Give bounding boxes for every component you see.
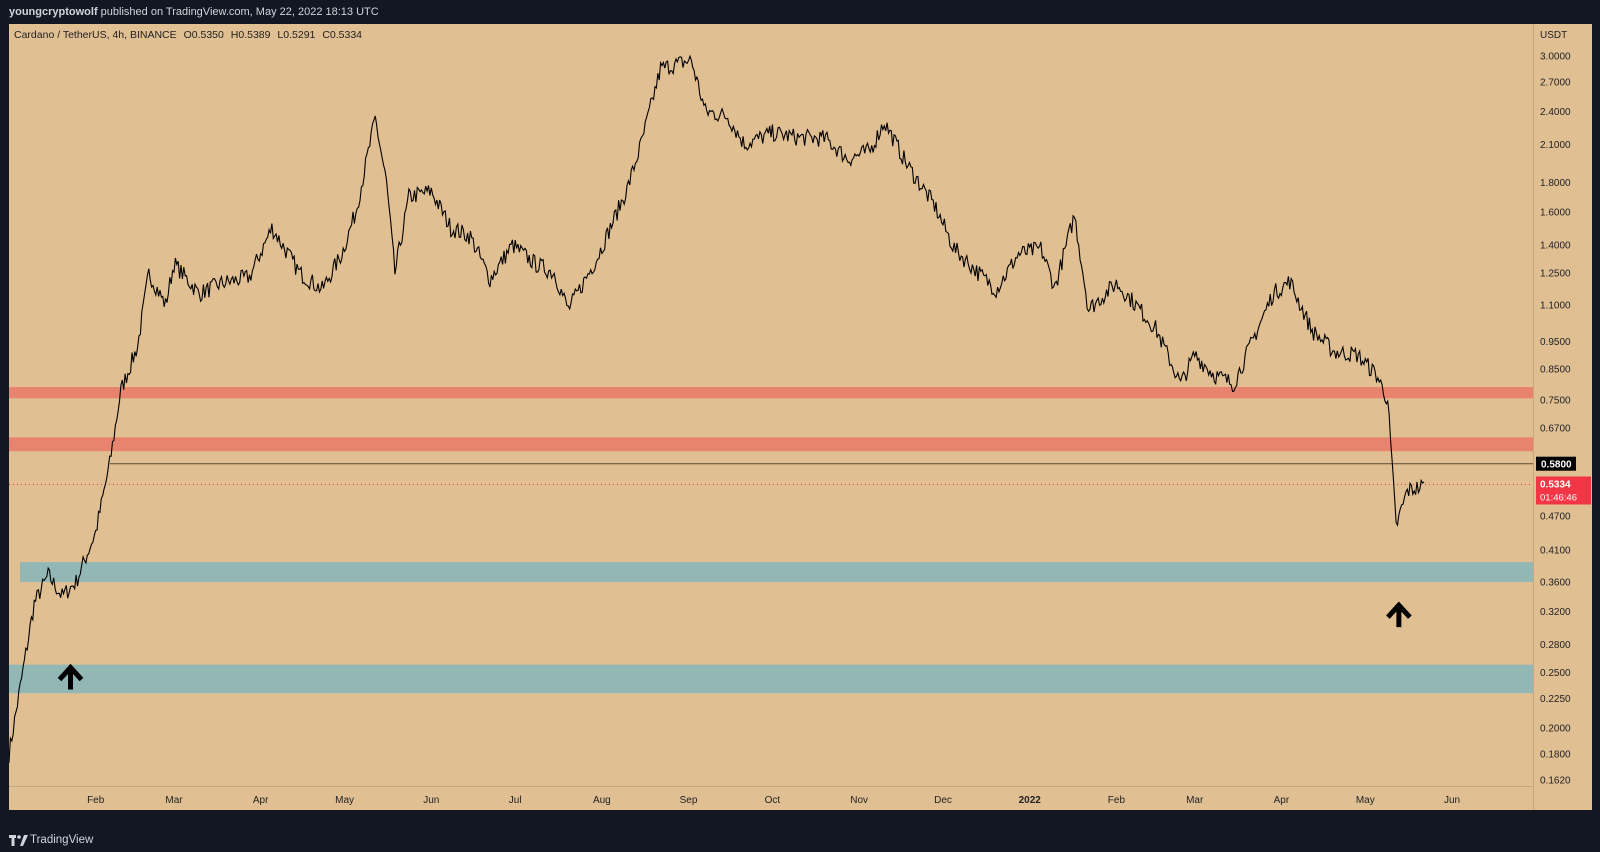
price-tick-label: 0.2800 — [1540, 640, 1571, 651]
last-price-label: 0.5334 — [1540, 479, 1571, 490]
support-zone[interactable] — [20, 562, 1533, 583]
level-price-label: 0.5800 — [1541, 460, 1572, 471]
price-tick-label: 1.1000 — [1540, 300, 1571, 311]
time-tick-label: Mar — [165, 795, 183, 806]
ohlc-high-label: H — [230, 29, 239, 41]
price-tick-label: 2.4000 — [1540, 107, 1571, 118]
time-tick-label: Jun — [423, 795, 439, 806]
price-tick-label: 0.6700 — [1540, 423, 1571, 434]
time-tick-label: May — [1356, 795, 1375, 806]
time-tick-label: Mar — [1186, 795, 1204, 806]
price-axis[interactable]: USDT 3.0000 2.7000 2.4000 2.1000 1.8000 1.6000… — [1533, 24, 1592, 810]
price-tick-label: 0.3200 — [1540, 607, 1571, 618]
time-tick-label: Feb — [87, 795, 105, 806]
ohlc-close-value: 0.5334 — [329, 29, 363, 41]
time-tick-label: May — [335, 795, 354, 806]
price-tick-label: 0.4100 — [1540, 545, 1571, 556]
chart-area[interactable] — [9, 24, 1533, 810]
price-axis-scale: USDT 3.0000 2.7000 2.4000 2.1000 1.8000 1.6000… — [1536, 30, 1591, 787]
symbol-title[interactable]: Cardano / TetherUS, 4h, BINANCE — [14, 29, 177, 41]
ohlc-low-value: 0.5291 — [283, 29, 316, 41]
price-tick-label: 0.1620 — [1540, 776, 1571, 787]
tradingview-logo-icon[interactable] — [9, 835, 28, 846]
price-tick-label: 0.2500 — [1540, 668, 1571, 679]
price-tick-label: 0.2000 — [1540, 723, 1571, 734]
publisher-bar: youngcryptowolf published on TradingView… — [0, 0, 1600, 24]
price-tick-label: 3.0000 — [1540, 52, 1571, 63]
up-arrow-icon[interactable] — [1386, 601, 1412, 628]
price-tick-label: 0.7500 — [1540, 395, 1571, 406]
up-arrow-icon[interactable] — [57, 663, 84, 690]
candle-countdown: 01:46:46 — [1540, 492, 1577, 503]
ohlc-high-value: 0.5389 — [238, 29, 271, 41]
ohlc-close-label: C — [322, 29, 330, 41]
time-tick-label: Apr — [253, 795, 269, 806]
symbol-legend: Cardano / TetherUS, 4h, BINANCE O0.5350 … — [14, 29, 362, 41]
price-tick-label: 2.1000 — [1540, 140, 1571, 151]
time-axis[interactable]: Feb Mar Apr May Jun Jul Aug Sep Oct Nov Dec 2022 Feb… — [9, 786, 1533, 810]
price-tick-label: 2.7000 — [1540, 78, 1571, 89]
price-tick-label: 0.9500 — [1540, 337, 1571, 348]
time-tick-label: Jul — [509, 795, 522, 806]
footer-bar: TradingView — [0, 829, 1600, 852]
footer-brand[interactable]: TradingView — [30, 834, 94, 846]
price-tick-label: 1.8000 — [1540, 178, 1571, 189]
price-tick-label: 0.2250 — [1540, 694, 1571, 705]
time-tick-label: Oct — [765, 795, 781, 806]
axis-currency: USDT — [1540, 30, 1567, 41]
time-tick-label: Nov — [850, 795, 868, 806]
time-tick-label: Apr — [1274, 795, 1290, 806]
price-series-line[interactable] — [9, 54, 1425, 763]
price-tick-label: 0.4700 — [1540, 511, 1571, 522]
price-tick-label: 0.1800 — [1540, 750, 1571, 761]
publisher-name[interactable]: youngcryptowolf — [9, 6, 98, 18]
level-price-badge[interactable] — [1536, 456, 1576, 471]
published-text: published on TradingView.com, May 22, 20… — [100, 6, 379, 18]
price-tick-label: 1.2500 — [1540, 269, 1571, 280]
time-tick-label: Sep — [680, 795, 698, 806]
time-tick-label: Aug — [593, 795, 611, 806]
time-tick-label: Dec — [934, 795, 952, 806]
price-tick-label: 1.6000 — [1540, 207, 1571, 218]
price-chart[interactable] — [9, 24, 1533, 810]
ohlc-low-label: L — [277, 29, 284, 41]
resistance-zone[interactable] — [9, 437, 1533, 452]
time-axis-scale: Feb Mar Apr May Jun Jul Aug Sep Oct Nov Dec 2022 Feb… — [87, 795, 1460, 806]
time-tick-label: Feb — [1108, 795, 1126, 806]
time-tick-label: 2022 — [1019, 795, 1042, 806]
ohlc-open-label: O — [183, 29, 192, 41]
price-tick-label: 0.8500 — [1540, 364, 1571, 375]
ohlc-open-value: 0.5350 — [191, 29, 224, 41]
resistance-zone[interactable] — [9, 387, 1533, 399]
price-tick-label: 0.3600 — [1540, 578, 1571, 589]
price-tick-label: 1.4000 — [1540, 241, 1571, 252]
time-tick-label: Jun — [1444, 795, 1460, 806]
last-price-badge[interactable] — [1536, 476, 1591, 505]
support-zone[interactable] — [9, 664, 1533, 694]
